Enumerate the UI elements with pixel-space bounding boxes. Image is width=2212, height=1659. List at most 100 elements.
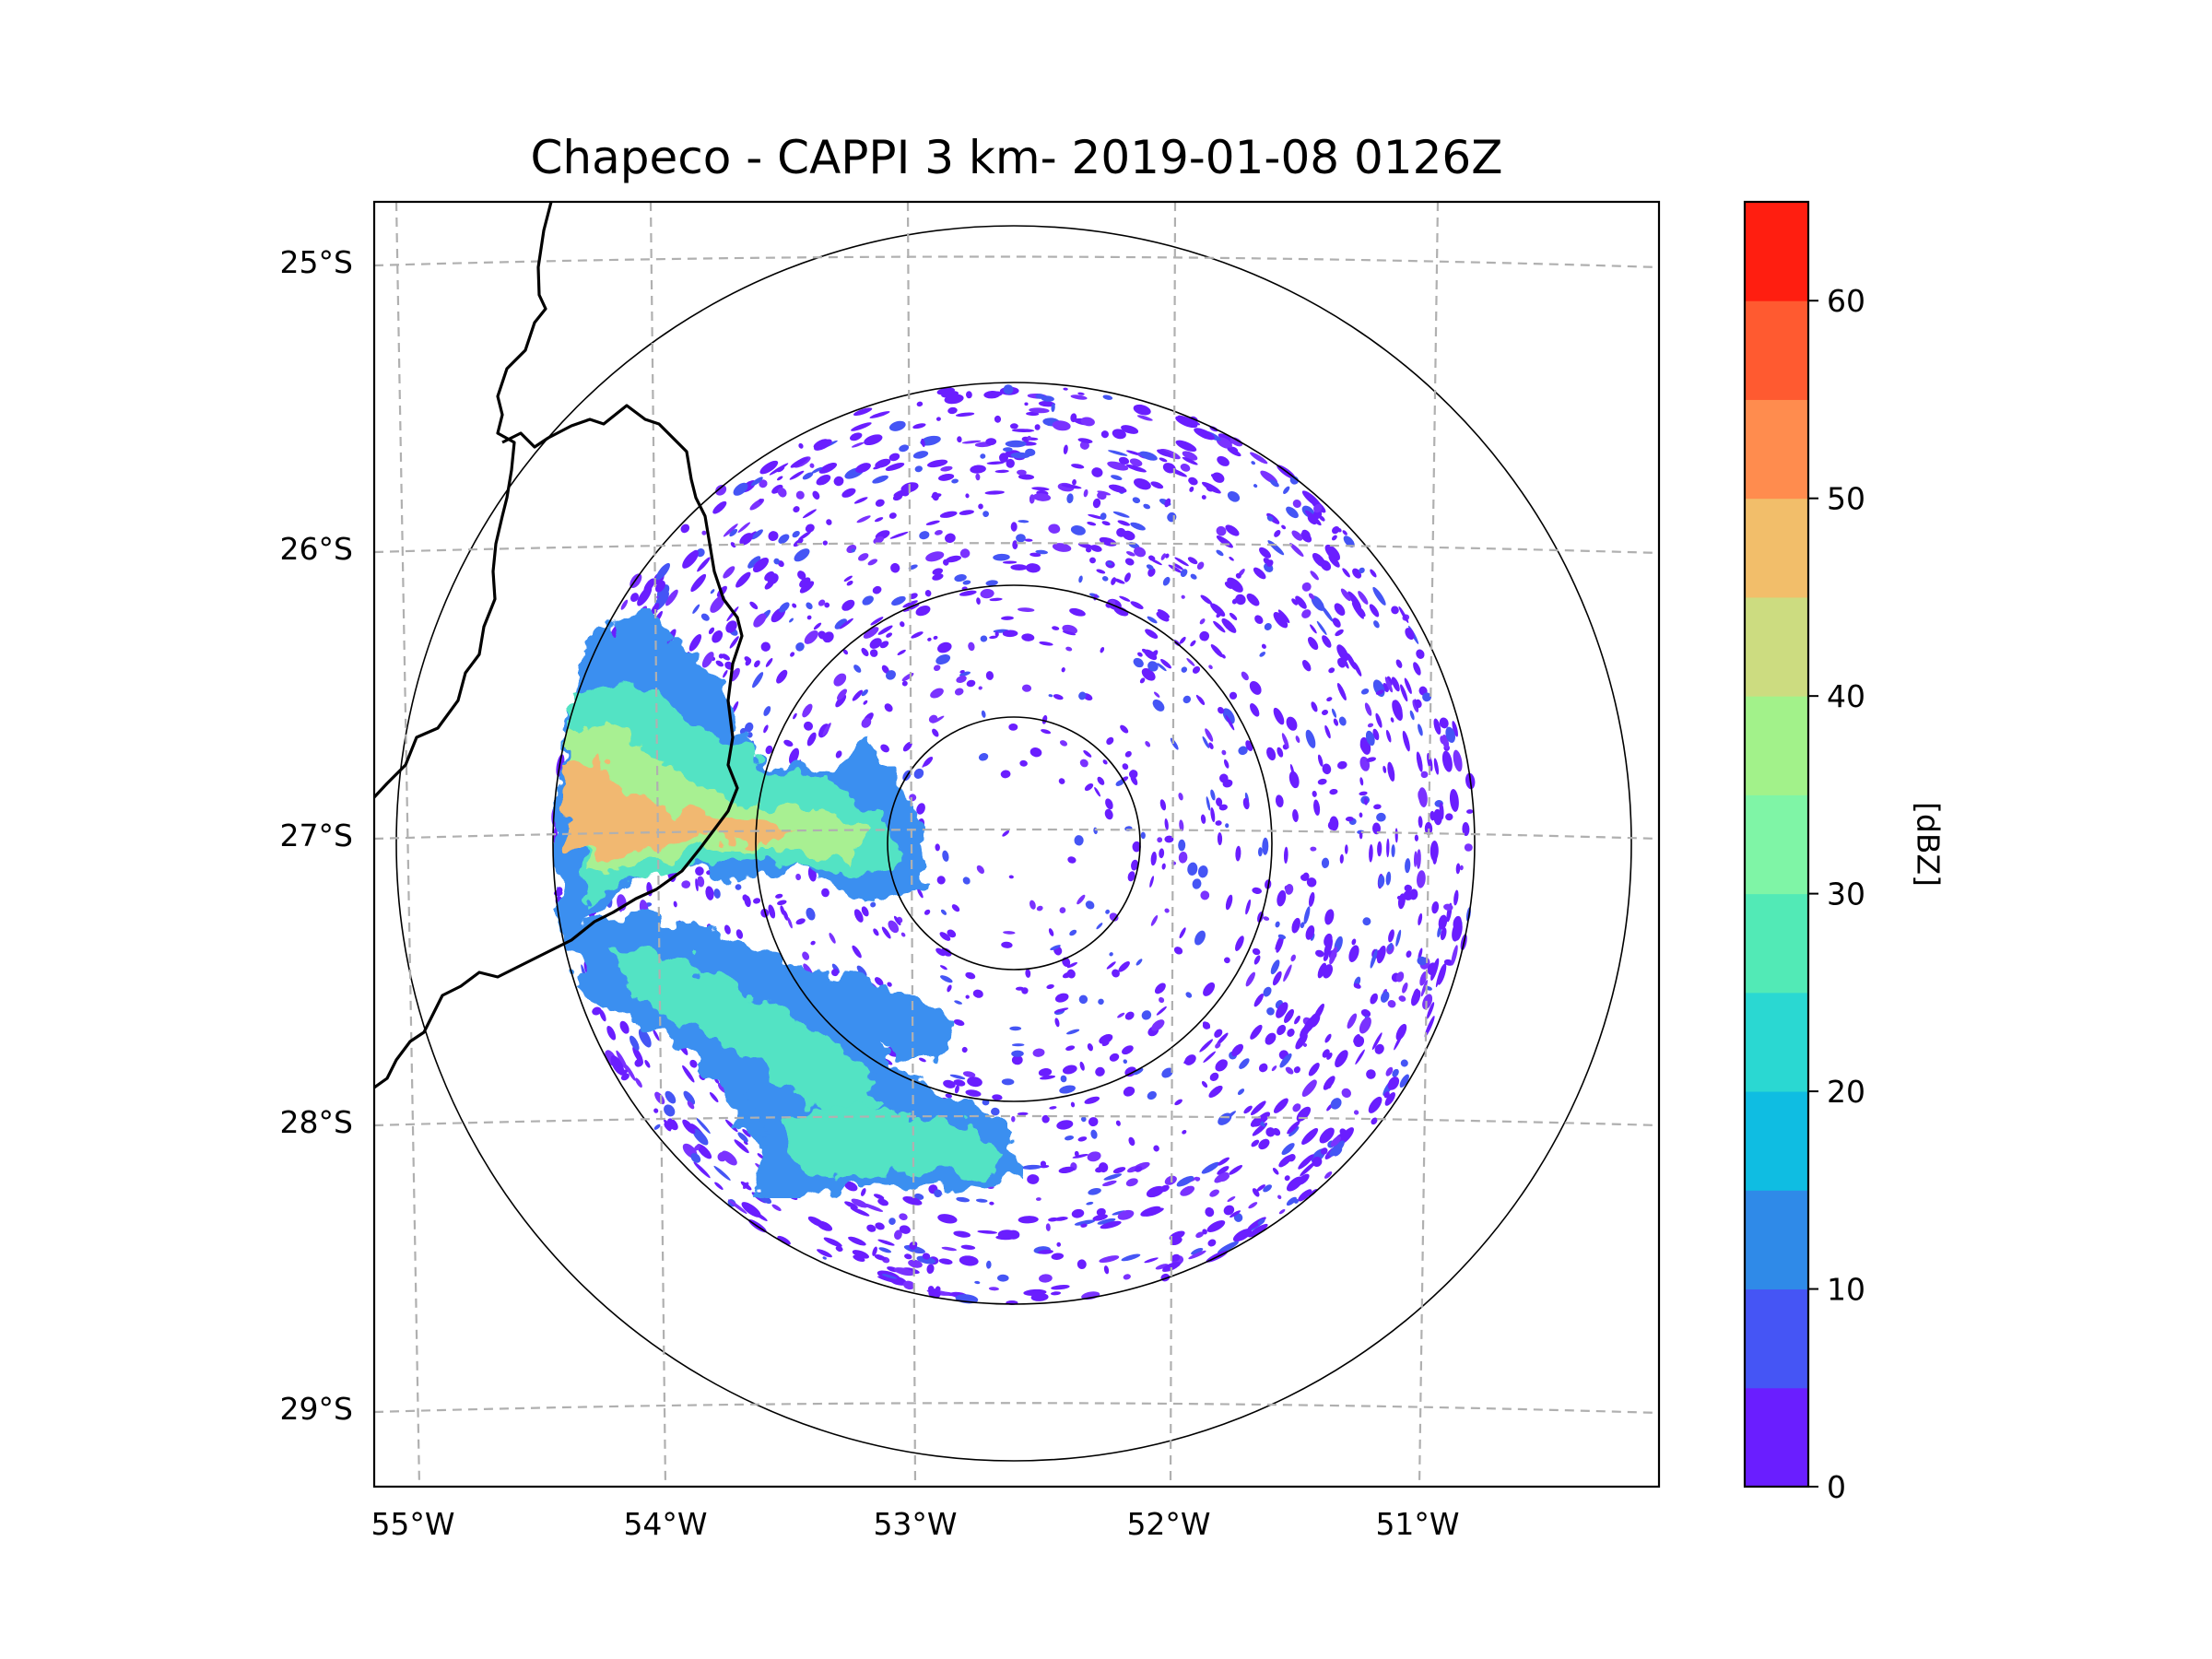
lat-label-29s: 29°S bbox=[280, 1391, 353, 1427]
range-ring-2 bbox=[755, 584, 1273, 1102]
echo-speck bbox=[1097, 776, 1105, 785]
echo-speck bbox=[1145, 629, 1159, 639]
echo-speck bbox=[1413, 662, 1421, 676]
echo-speck bbox=[708, 627, 715, 635]
echo-speck bbox=[793, 712, 797, 720]
echo-speck bbox=[1208, 742, 1214, 749]
echo-speck bbox=[1395, 929, 1402, 947]
echo-speck bbox=[1218, 433, 1235, 444]
echo-speck bbox=[821, 888, 830, 898]
echo-speck bbox=[877, 1239, 895, 1246]
echo-speck bbox=[1125, 551, 1135, 557]
echo-speck bbox=[822, 631, 834, 643]
echo-speck bbox=[1084, 1096, 1100, 1104]
echo-speck bbox=[730, 667, 740, 682]
echo-speck bbox=[1203, 1051, 1217, 1064]
echo-speck bbox=[863, 627, 879, 639]
echo-speck bbox=[1145, 741, 1151, 747]
echo-speck bbox=[1317, 962, 1327, 979]
echo-speck bbox=[1333, 718, 1339, 726]
echo-speck bbox=[994, 415, 1002, 423]
echo-speck bbox=[980, 635, 988, 642]
echo-speck bbox=[1103, 1173, 1123, 1181]
echo-speck bbox=[1066, 493, 1074, 504]
echo-speck bbox=[1003, 384, 1014, 394]
echo-speck bbox=[1119, 595, 1131, 602]
echo-speck bbox=[1459, 865, 1464, 871]
echo-speck bbox=[1276, 1002, 1288, 1018]
echo-speck bbox=[1366, 1069, 1376, 1079]
echo-speck bbox=[1096, 923, 1103, 930]
echo-speck bbox=[916, 803, 925, 815]
echo-speck bbox=[1030, 747, 1042, 758]
echo-speck bbox=[850, 432, 863, 441]
echo-speck bbox=[938, 1258, 953, 1265]
echo-speck bbox=[1313, 799, 1321, 816]
echo-speck bbox=[1136, 415, 1153, 421]
echo-speck bbox=[629, 593, 640, 603]
echo-speck bbox=[1147, 1090, 1157, 1100]
echo-speck bbox=[908, 1259, 923, 1268]
echo-speck bbox=[935, 947, 946, 957]
echo-speck bbox=[1259, 652, 1265, 657]
echo-speck bbox=[1329, 1140, 1345, 1157]
echo-speck bbox=[951, 478, 959, 484]
echo-speck bbox=[1303, 906, 1311, 924]
echo-speck bbox=[953, 1230, 971, 1238]
echo-speck bbox=[1150, 915, 1159, 926]
echo-speck bbox=[1106, 961, 1116, 970]
echo-speck bbox=[942, 850, 949, 862]
echo-speck bbox=[891, 595, 906, 606]
echo-speck bbox=[1061, 484, 1082, 489]
echo-speck bbox=[1214, 1029, 1223, 1038]
echo-speck bbox=[1229, 556, 1234, 561]
echo-speck bbox=[1121, 425, 1139, 434]
echo-speck bbox=[1001, 941, 1013, 948]
echo-speck bbox=[1077, 894, 1086, 905]
echo-speck bbox=[1336, 683, 1347, 700]
echo-speck bbox=[1036, 1197, 1041, 1201]
echo-speck bbox=[1375, 689, 1384, 695]
echo-speck bbox=[1286, 716, 1298, 731]
echo-speck bbox=[841, 599, 855, 611]
echo-speck bbox=[1430, 841, 1439, 862]
echo-speck bbox=[710, 595, 725, 613]
echo-speck bbox=[1053, 1007, 1069, 1013]
echo-speck bbox=[1018, 520, 1030, 524]
echo-speck bbox=[1277, 609, 1290, 623]
echo-speck bbox=[665, 1090, 677, 1104]
echo-speck bbox=[1133, 657, 1144, 668]
echo-speck bbox=[1001, 616, 1014, 620]
echo-speck bbox=[1351, 602, 1364, 619]
echo-speck bbox=[835, 1245, 843, 1253]
echo-speck bbox=[935, 843, 940, 852]
echo-speck bbox=[1332, 525, 1340, 535]
echo-speck bbox=[981, 710, 986, 718]
echo-speck bbox=[1074, 835, 1084, 846]
echo-speck bbox=[922, 1253, 931, 1260]
echo-speck bbox=[884, 703, 893, 712]
echo-speck bbox=[978, 753, 989, 761]
echo-speck bbox=[730, 542, 736, 548]
echo-speck bbox=[1301, 660, 1312, 672]
echo-speck bbox=[968, 641, 975, 652]
echo-speck bbox=[947, 929, 957, 938]
echo-speck bbox=[723, 669, 728, 678]
echo-speck bbox=[917, 888, 924, 899]
echo-speck bbox=[1078, 575, 1083, 583]
echo-speck bbox=[713, 888, 721, 899]
echo-speck bbox=[1317, 778, 1327, 785]
echo-speck bbox=[725, 1119, 738, 1133]
echo-speck bbox=[903, 604, 920, 612]
echo-speck bbox=[771, 484, 783, 494]
echo-speck bbox=[1069, 929, 1077, 936]
echo-speck bbox=[817, 1249, 832, 1258]
echo-speck bbox=[943, 1079, 956, 1088]
echo-speck bbox=[1153, 691, 1160, 698]
echo-speck bbox=[1002, 560, 1018, 564]
echo-speck bbox=[1359, 1017, 1371, 1034]
echo-speck bbox=[1344, 844, 1348, 854]
echo-speck bbox=[915, 605, 931, 617]
echo-speck bbox=[1012, 1043, 1025, 1047]
echo-speck bbox=[1164, 818, 1169, 830]
